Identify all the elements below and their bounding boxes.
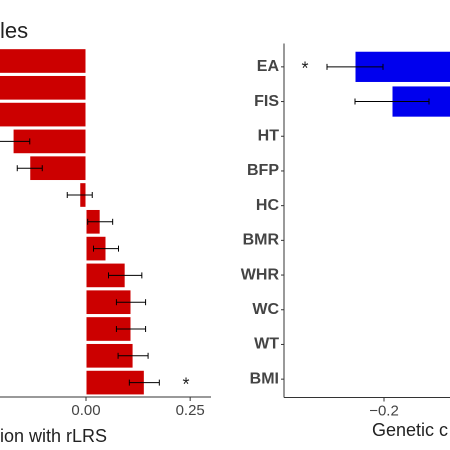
- annotation: *: [182, 374, 189, 394]
- annotation: *: [301, 59, 308, 79]
- bar: [0, 101, 87, 128]
- y-tick-label: BFP: [247, 162, 279, 179]
- error-bar: [108, 272, 143, 279]
- y-tick-label: EA: [257, 58, 280, 75]
- error-bar: [326, 63, 384, 70]
- error-bar: [16, 165, 43, 172]
- error-bar: [66, 192, 93, 198]
- error-bar: [115, 299, 147, 306]
- error-bar: [354, 98, 430, 105]
- error-bar: [87, 218, 114, 225]
- x-tick-label: 0.00: [71, 402, 100, 419]
- y-tick-label: WT: [254, 336, 279, 353]
- error-bar: [0, 138, 31, 145]
- error-bar: [93, 245, 119, 252]
- y-tick-label: WHR: [241, 266, 280, 283]
- error-bar: [128, 379, 160, 386]
- error-bar: [117, 352, 149, 359]
- y-tick-label: WC: [252, 301, 279, 318]
- y-tick-label: FIS: [254, 93, 279, 110]
- x-tick-label: 0.25: [176, 402, 205, 419]
- y-tick-label: BMR: [243, 232, 280, 249]
- y-tick-label: HC: [256, 197, 280, 214]
- y-tick-label: BMI: [250, 370, 279, 387]
- x-axis-label: Genetic c: [372, 420, 448, 440]
- x-tick-label: −0.2: [369, 402, 399, 419]
- chart-title: les: [0, 18, 28, 43]
- x-axis-label: ion with rLRS: [0, 426, 107, 446]
- bar: [0, 74, 87, 101]
- y-tick-label: HT: [258, 127, 280, 144]
- bar: [0, 48, 87, 74]
- error-bar: [115, 326, 147, 332]
